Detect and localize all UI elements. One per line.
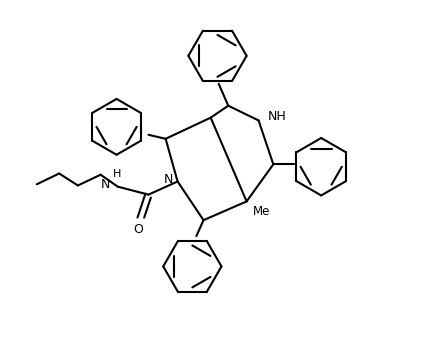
Text: O: O	[134, 222, 143, 236]
Text: Me: Me	[253, 205, 270, 218]
Text: H: H	[113, 169, 121, 179]
Text: NH: NH	[267, 110, 286, 123]
Text: N: N	[101, 178, 110, 191]
Text: N: N	[164, 173, 173, 186]
